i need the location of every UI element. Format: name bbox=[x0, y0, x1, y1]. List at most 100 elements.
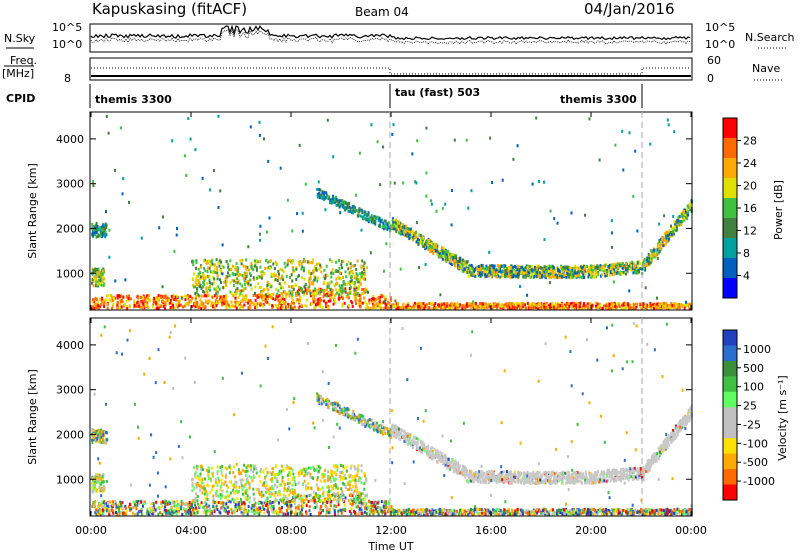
scatter-cell bbox=[506, 307, 509, 310]
scatter-cell bbox=[96, 282, 99, 286]
scatter-cell bbox=[353, 296, 356, 300]
scatter-cell bbox=[206, 260, 209, 263]
nave-tick-bottom: 0 bbox=[707, 72, 714, 85]
scatter-cell bbox=[488, 264, 491, 268]
nave-label: Nave bbox=[752, 62, 780, 75]
scatter-cell bbox=[332, 507, 335, 511]
scatter-cell bbox=[586, 269, 589, 273]
scatter-cell bbox=[659, 303, 662, 307]
scatter-cell bbox=[649, 261, 652, 265]
scatter-cell bbox=[524, 303, 526, 307]
scatter-cell bbox=[316, 279, 319, 283]
scatter-cell bbox=[94, 231, 96, 235]
scatter-cell bbox=[383, 299, 386, 303]
scatter-cell bbox=[510, 266, 513, 270]
scatter-cell bbox=[348, 289, 351, 293]
scatter-cell bbox=[333, 512, 336, 516]
scatter-cell bbox=[257, 275, 260, 279]
scatter-cell bbox=[631, 265, 634, 269]
scatter-cell bbox=[450, 223, 453, 227]
scatter-cell bbox=[386, 222, 389, 226]
scatter-cell bbox=[616, 262, 619, 266]
scatter-cell bbox=[345, 295, 348, 299]
colorbar-tick-label: 4 bbox=[743, 270, 750, 283]
scatter-cell bbox=[516, 302, 519, 306]
scatter-cell bbox=[594, 509, 596, 512]
scatter-cell bbox=[605, 268, 608, 272]
scatter-cell bbox=[587, 275, 590, 279]
scatter-cell bbox=[140, 513, 143, 516]
scatter-cell bbox=[105, 226, 108, 230]
scatter-cell bbox=[571, 272, 574, 276]
scatter-cell bbox=[590, 275, 593, 279]
scatter-cell bbox=[483, 302, 486, 306]
colorbar-swatch bbox=[723, 158, 737, 179]
scatter-cell bbox=[212, 281, 215, 285]
scatter-cell bbox=[378, 298, 381, 302]
scatter-cell bbox=[673, 228, 676, 232]
scatter-cell bbox=[314, 287, 316, 291]
scatter-cell bbox=[183, 304, 186, 308]
scatter-cell bbox=[267, 294, 270, 298]
scatter-cell bbox=[211, 271, 214, 275]
scatter-cell bbox=[433, 306, 436, 310]
scatter-cell bbox=[528, 274, 531, 278]
scatter-cell bbox=[570, 304, 573, 308]
scatter-cell bbox=[468, 508, 471, 512]
scatter-cell bbox=[664, 232, 667, 236]
scatter-cell bbox=[196, 275, 199, 278]
scatter-cell bbox=[250, 266, 253, 270]
scatter-cell bbox=[290, 302, 293, 306]
scatter-cell bbox=[559, 271, 562, 275]
scatter-cell bbox=[491, 508, 494, 512]
scatter-cell bbox=[489, 270, 492, 274]
scatter-cell bbox=[287, 258, 289, 262]
scatter-cell bbox=[502, 306, 505, 310]
scatter-cell bbox=[249, 283, 252, 287]
scatter-cell bbox=[144, 300, 147, 303]
scatter-cell bbox=[501, 512, 504, 516]
scatter-cell bbox=[384, 224, 387, 228]
scatter-cell bbox=[636, 266, 639, 270]
scatter-cell bbox=[100, 303, 103, 307]
scatter-cell bbox=[308, 271, 311, 275]
scatter-cell bbox=[339, 271, 341, 275]
scatter-cell bbox=[684, 304, 687, 308]
scatter-cell bbox=[258, 232, 261, 236]
scatter-cell bbox=[281, 286, 284, 290]
scatter-cell bbox=[446, 257, 449, 261]
scatter-cell bbox=[455, 307, 458, 311]
scatter-cell bbox=[626, 302, 629, 306]
scatter-cell bbox=[349, 282, 351, 286]
scatter-cell bbox=[689, 208, 692, 212]
scatter-cell bbox=[284, 512, 287, 516]
scatter-cell bbox=[307, 500, 310, 504]
scatter-cell bbox=[402, 223, 405, 227]
scatter-cell bbox=[360, 228, 363, 232]
scatter-cell bbox=[269, 266, 272, 270]
scatter-cell bbox=[527, 306, 530, 310]
scatter-cell bbox=[191, 278, 194, 281]
scatter-cell bbox=[92, 305, 95, 309]
scatter-cell bbox=[333, 198, 336, 202]
scatter-cell bbox=[102, 501, 105, 504]
scatter-cell bbox=[393, 304, 396, 308]
scatter-cell bbox=[426, 513, 429, 516]
colorbar-tick-label: 16 bbox=[743, 202, 757, 215]
scatter-cell bbox=[685, 208, 688, 212]
scatter-cell bbox=[325, 196, 328, 200]
scatter-cell bbox=[186, 294, 189, 298]
scatter-cell bbox=[672, 232, 675, 236]
scatter-cell bbox=[471, 267, 474, 271]
scatter-cell bbox=[257, 282, 260, 286]
scatter-cell bbox=[254, 264, 257, 268]
scatter-cell bbox=[282, 278, 285, 282]
scatter-cell bbox=[373, 305, 376, 309]
scatter-cell bbox=[231, 278, 234, 282]
scatter-cell bbox=[493, 305, 496, 308]
scatter-cell bbox=[305, 298, 308, 302]
scatter-cell bbox=[537, 267, 540, 271]
scatter-cell bbox=[103, 305, 106, 309]
scatter-cell bbox=[176, 305, 179, 309]
scatter-cell bbox=[448, 509, 451, 512]
